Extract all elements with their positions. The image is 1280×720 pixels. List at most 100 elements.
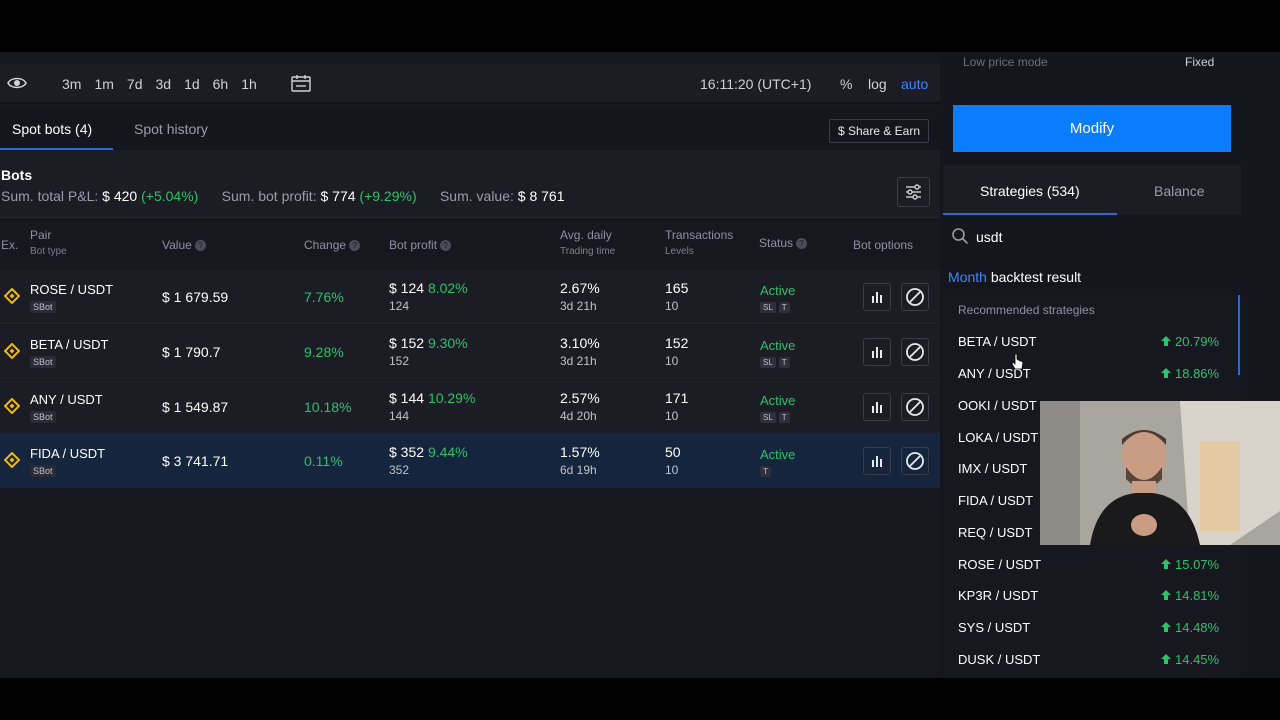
bot-change: 7.76%	[304, 289, 344, 305]
header-change[interactable]: Change?	[304, 238, 361, 252]
trading-app: 3m 1m 7d 3d 1d 6h 1h 16:11:20 (UTC+1) % …	[0, 52, 1280, 678]
clock-readout: 16:11:20 (UTC+1)	[700, 76, 812, 92]
header-transactions-label: Transactions	[665, 228, 734, 242]
range-3m[interactable]: 3m	[62, 76, 82, 92]
list-item[interactable]: DUSK / USDT 14.45%	[958, 652, 1223, 672]
header-pair[interactable]: Pair Bot type	[30, 228, 67, 257]
strategy-pair: SYS / USDT	[958, 620, 1031, 635]
stop-loss-tag: SL	[760, 357, 776, 368]
trading-time: 3d 21h	[560, 299, 597, 313]
modify-button[interactable]: Modify	[953, 105, 1231, 152]
bot-stop-button[interactable]	[901, 447, 929, 475]
backtest-period-dropdown[interactable]: Month	[948, 269, 987, 285]
tab-spot-history[interactable]: Spot history	[134, 121, 208, 137]
range-7d[interactable]: 7d	[126, 76, 143, 92]
help-icon[interactable]: ?	[440, 240, 452, 251]
table-row[interactable]: BETA / USDT SBot $ 1 790.7 9.28% $ 152 9…	[0, 325, 940, 379]
summary-line: Sum. total P&L: $ 420 (+5.04%) Sum. bot …	[1, 188, 565, 204]
time-range-selector: 3m 1m 7d 3d 1d 6h 1h	[62, 76, 270, 92]
trailing-tag: T	[778, 412, 790, 423]
bot-chart-button[interactable]	[863, 338, 891, 366]
bot-stop-button[interactable]	[901, 338, 929, 366]
list-item[interactable]: REQ / USDT	[958, 525, 1223, 545]
binance-icon	[4, 398, 20, 414]
range-1d[interactable]: 1d	[184, 76, 200, 92]
profit-label: Sum. bot profit:	[221, 188, 317, 204]
range-6h[interactable]: 6h	[212, 76, 229, 92]
sum-value-label: Sum. value:	[439, 188, 514, 204]
bot-change: 9.28%	[304, 344, 344, 360]
strategy-pair: LOKA / USDT	[958, 430, 1039, 445]
strategy-pair: IMX / USDT	[958, 461, 1028, 476]
profit-value: $ 774	[320, 188, 356, 204]
levels: 10	[665, 354, 679, 368]
range-1h[interactable]: 1h	[241, 76, 257, 92]
avg-daily: 2.67%	[560, 280, 600, 296]
help-icon[interactable]: ?	[194, 240, 206, 251]
tab-balance[interactable]: Balance	[1154, 183, 1205, 199]
avg-daily: 1.57%	[560, 444, 600, 460]
share-earn-button[interactable]: $ Share & Earn	[829, 119, 929, 143]
strategy-pair: REQ / USDT	[958, 525, 1033, 540]
header-status-label: Status	[759, 236, 794, 250]
header-status[interactable]: Status?	[759, 236, 808, 250]
list-item[interactable]: KP3R / USDT 14.81%	[958, 588, 1223, 608]
table-row[interactable]: ROSE / USDT SBot $ 1 679.59 7.76% $ 124 …	[0, 270, 940, 324]
calendar-icon[interactable]	[291, 74, 311, 92]
range-1m[interactable]: 1m	[94, 76, 114, 92]
status-badge: Active	[760, 338, 796, 353]
header-avg-daily[interactable]: Avg. daily Trading time	[560, 228, 615, 257]
auto-scale-toggle[interactable]: auto	[901, 76, 929, 92]
log-scale-toggle[interactable]: log	[868, 76, 887, 92]
strategy-return: 20.79%	[1175, 334, 1220, 349]
percent-scale-toggle[interactable]: %	[840, 76, 853, 92]
arrow-up-icon	[1161, 654, 1171, 664]
strategy-pair: OOKI / USDT	[958, 398, 1037, 413]
list-item[interactable]: ANY / USDT 18.86%	[958, 366, 1223, 386]
list-item[interactable]: SYS / USDT 14.48%	[958, 620, 1223, 640]
list-item[interactable]: BETA / USDT 20.79%	[958, 334, 1223, 354]
header-bot-profit[interactable]: Bot profit?	[389, 238, 452, 252]
strategy-tabs: Strategies (534) Balance	[943, 165, 1241, 215]
header-transactions[interactable]: Transactions Levels	[665, 228, 733, 257]
help-icon[interactable]: ?	[796, 238, 808, 249]
strategy-return: 14.48%	[1175, 620, 1220, 635]
status-badge: Active	[760, 283, 796, 298]
bots-heading: Bots	[1, 167, 33, 183]
stop-loss-tag: SL	[760, 412, 776, 423]
search-input[interactable]	[976, 225, 1226, 249]
table-row-selected[interactable]: FIDA / USDT SBot $ 3 741.71 0.11% $ 352 …	[0, 434, 940, 488]
strategy-return: 14.81%	[1175, 588, 1220, 603]
bot-chart-button[interactable]	[863, 447, 891, 475]
transactions: 152	[665, 335, 689, 351]
eye-icon[interactable]	[7, 73, 27, 93]
bot-profit-sub: 352	[389, 463, 410, 477]
scrollbar[interactable]	[1238, 295, 1240, 375]
header-pair-label: Pair	[30, 228, 52, 242]
sliders-icon	[906, 184, 921, 200]
strategy-pair: DUSK / USDT	[958, 652, 1041, 667]
tab-spot-bots[interactable]: Spot bots (4)	[12, 121, 93, 137]
status-tags: SL T	[760, 357, 790, 368]
backtest-heading: Month backtest result	[948, 269, 1081, 285]
profit-percent: (+9.29%)	[359, 188, 417, 204]
filter-settings-button[interactable]	[897, 177, 930, 207]
list-item[interactable]: FIDA / USDT	[958, 493, 1223, 513]
recommended-heading: Recommended strategies	[958, 303, 1095, 317]
header-value[interactable]: Value?	[162, 238, 206, 252]
list-item[interactable]: IMX / USDT	[958, 461, 1223, 481]
list-item[interactable]: OOKI / USDT	[958, 398, 1223, 418]
bot-stop-button[interactable]	[901, 393, 929, 421]
table-row[interactable]: ANY / USDT SBot $ 1 549.87 10.18% $ 144 …	[0, 380, 940, 434]
help-icon[interactable]: ?	[349, 240, 361, 251]
bot-chart-button[interactable]	[863, 283, 891, 311]
low-price-mode-value[interactable]: Fixed	[1185, 55, 1215, 69]
range-3d[interactable]: 3d	[155, 76, 172, 92]
chart-toolbar: 3m 1m 7d 3d 1d 6h 1h 16:11:20 (UTC+1) % …	[0, 64, 940, 104]
transactions: 165	[665, 280, 689, 296]
bot-chart-button[interactable]	[863, 393, 891, 421]
list-item[interactable]: ROSE / USDT 15.07%	[958, 557, 1223, 577]
tab-strategies[interactable]: Strategies (534)	[980, 183, 1080, 199]
bot-stop-button[interactable]	[901, 283, 929, 311]
list-item[interactable]: LOKA / USDT	[958, 430, 1223, 450]
